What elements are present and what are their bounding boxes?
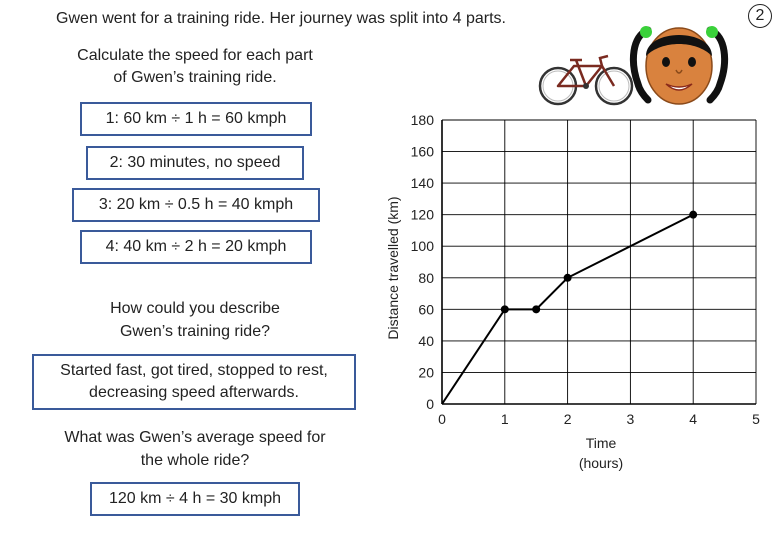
y-tick-label-160: 160 xyxy=(411,144,435,160)
answer-box-4: 4: 40 km ÷ 2 h = 20 kmph xyxy=(80,230,312,264)
bicycle-icon xyxy=(538,54,634,106)
task3-line1: What was Gwen’s average speed for xyxy=(64,429,326,446)
x-axis-label-line1: Time xyxy=(586,435,617,451)
task1-line2: of Gwen’s training ride. xyxy=(113,69,277,86)
task3-line2: the whole ride? xyxy=(140,452,250,469)
x-tick-labels: 0 1 2 3 4 5 xyxy=(438,411,760,427)
data-point-4 xyxy=(689,210,698,219)
x-tick-label-5: 5 xyxy=(752,411,760,427)
intro-text: Gwen went for a training ride. Her journ… xyxy=(56,10,506,27)
y-tick-label-180: 180 xyxy=(411,112,435,128)
answer-box-2: 2: 30 minutes, no speed xyxy=(86,146,304,180)
x-tick-label-1: 1 xyxy=(501,411,509,427)
task2-line1: How could you describe xyxy=(110,300,280,317)
chart-grid xyxy=(441,119,757,405)
y-tick-label-20: 20 xyxy=(418,364,434,380)
y-tick-label-100: 100 xyxy=(411,238,435,254)
y-axis-label: Distance travelled (km) xyxy=(385,196,401,339)
data-point-2 xyxy=(532,305,541,314)
task2-line2: Gwen’s training ride? xyxy=(119,323,270,340)
distance-time-chart: 0 20 40 60 80 100 120 140 160 180 0 1 2 3 4 5 Distance… xyxy=(385,112,760,471)
answer-box-3: 3: 20 km ÷ 0.5 h = 40 kmph xyxy=(72,188,320,222)
x-tick-label-4: 4 xyxy=(689,411,697,427)
y-tick-label-60: 60 xyxy=(418,301,434,317)
x-axis-label-line2: (hours) xyxy=(579,455,623,471)
x-tick-label-2: 2 xyxy=(564,411,572,427)
x-tick-label-3: 3 xyxy=(627,411,635,427)
description-answer-line1: Started fast, got tired, stopped to rest… xyxy=(60,362,328,379)
y-tick-labels: 0 20 40 60 80 100 120 140 160 180 xyxy=(411,112,435,412)
data-point-3 xyxy=(563,273,572,282)
task1-line1: Calculate the speed for each part xyxy=(77,47,313,64)
y-tick-label-0: 0 xyxy=(426,396,434,412)
x-tick-label-0: 0 xyxy=(438,411,446,427)
answer-box-1: 1: 60 km ÷ 1 h = 60 kmph xyxy=(80,102,312,136)
y-tick-label-40: 40 xyxy=(418,333,434,349)
girl-face-icon xyxy=(629,26,729,105)
data-point-1 xyxy=(500,305,509,314)
y-tick-label-80: 80 xyxy=(418,270,434,286)
y-tick-label-140: 140 xyxy=(411,175,435,191)
description-answer-line2: decreasing speed afterwards. xyxy=(89,384,299,401)
y-tick-label-120: 120 xyxy=(411,207,435,223)
question-number-badge: 2 xyxy=(748,4,772,28)
average-speed-answer-box: 120 km ÷ 4 h = 30 kmph xyxy=(90,482,300,516)
description-answer-box: Started fast, got tired, stopped to rest… xyxy=(32,354,356,410)
data-points xyxy=(500,210,698,314)
